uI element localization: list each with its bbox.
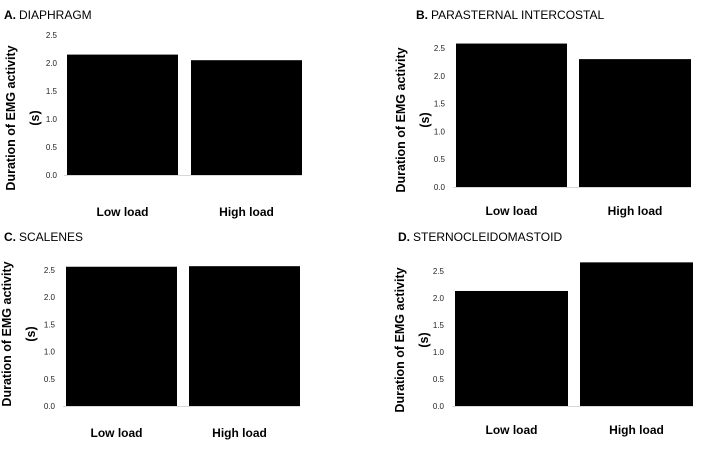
panel-c-ytick-label: 0.5 <box>44 375 56 384</box>
panel-a-bar-low-load <box>67 54 178 175</box>
panel-d-bar-high-load <box>580 262 693 406</box>
panel-a-ytick-label: 2.0 <box>46 59 58 68</box>
panel-b-title-text: PARASTERNAL INTERCOSTAL <box>431 8 605 22</box>
panel-b-bar-high-load <box>579 59 691 188</box>
panel-d-ytick-label: 1.5 <box>433 321 445 330</box>
panel-c-ytick-label: 2.0 <box>44 293 56 302</box>
panel-d-ytick-label: 0.0 <box>433 402 445 411</box>
panel-a-ytick-label: 2.5 <box>46 31 58 40</box>
panel-c-letter: C. <box>4 230 16 244</box>
panel-c-title: C. SCALENES <box>4 230 83 244</box>
panel-b-ytick-label: 2.0 <box>434 72 446 81</box>
panel-b-ytick-label: 2.5 <box>434 44 446 53</box>
panel-a-bar-high-load <box>191 60 302 176</box>
panel-d-category-label: High load <box>609 423 664 437</box>
panel-b-ylabel: Duration of EMG activity <box>394 47 408 192</box>
panel-a-letter: A. <box>4 8 16 22</box>
panel-c-ytick-label: 1.0 <box>44 348 56 357</box>
panel-a-title-text: DIAPHRAGM <box>19 8 92 22</box>
panel-b-ytick-label: 0.5 <box>434 155 446 164</box>
panel-c-ytick-label: 2.5 <box>44 266 56 275</box>
panel-d-title-text: STERNOCLEIDOMASTOID <box>413 230 563 244</box>
panel-d-title: D. STERNOCLEIDOMASTOID <box>398 230 562 244</box>
panel-c-ylabel-unit: (s) <box>24 326 38 341</box>
panel-c-category-label: High load <box>212 426 267 440</box>
panel-a-ytick-label: 0.0 <box>46 171 58 180</box>
panel-b-category-label: Low load <box>486 204 538 218</box>
panel-b-category-label: High load <box>608 204 663 218</box>
panel-c-category-label: Low load <box>91 426 143 440</box>
panel-b-title: B. PARASTERNAL INTERCOSTAL <box>416 8 604 22</box>
panel-c-title-text: SCALENES <box>19 230 84 244</box>
panel-c-ytick-label: 0.0 <box>44 402 56 411</box>
panel-b-ytick-label: 1.5 <box>434 100 446 109</box>
panel-c-ylabel: Duration of EMG activity <box>0 261 14 406</box>
panel-a-title: A. DIAPHRAGM <box>4 8 92 22</box>
panel-a-category-label: High load <box>219 205 274 219</box>
panel-a-category-label: Low load <box>97 205 149 219</box>
panel-c-ytick-label: 1.5 <box>44 320 56 329</box>
panel-d-bar-low-load <box>455 290 568 406</box>
panel-b-letter: B. <box>416 8 428 22</box>
panel-a-ytick-label: 0.5 <box>46 143 58 152</box>
panel-c-bar-high-load <box>189 266 300 406</box>
panel-d-ytick-label: 2.0 <box>433 294 445 303</box>
panel-b-ytick-label: 1.0 <box>434 127 446 136</box>
panel-b-ylabel-unit: (s) <box>418 112 432 127</box>
panel-a-ylabel-unit: (s) <box>28 110 42 125</box>
panel-a-ytick-label: 1.5 <box>46 87 58 96</box>
panel-d-ytick-label: 0.5 <box>433 375 445 384</box>
panel-d-ylabel-unit: (s) <box>417 332 431 347</box>
panel-b-bar-low-load <box>456 43 567 187</box>
panel-c-bar-low-load <box>66 266 177 406</box>
panel-a-ytick-label: 1.0 <box>46 115 58 124</box>
panel-d-ylabel: Duration of EMG activity <box>393 267 407 412</box>
panel-b-ytick-label: 0.0 <box>434 183 446 192</box>
panel-d-letter: D. <box>398 230 410 244</box>
panel-a-ylabel: Duration of EMG activity <box>4 45 18 190</box>
panel-d-ytick-label: 2.5 <box>433 267 445 276</box>
panel-d-category-label: Low load <box>486 423 538 437</box>
panel-d-ytick-label: 1.0 <box>433 348 445 357</box>
